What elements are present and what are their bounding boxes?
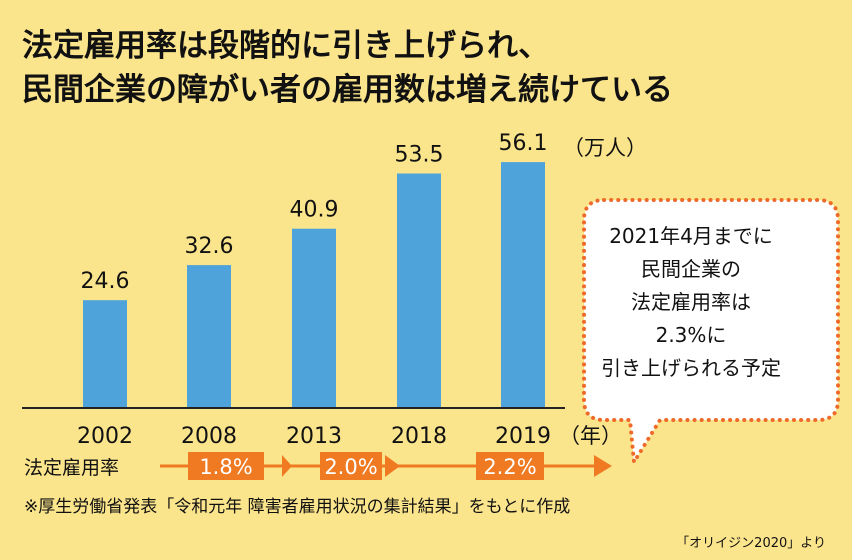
x-tick-2013: 2013 xyxy=(286,424,342,449)
rate-box-2 xyxy=(320,452,382,480)
value-label-2018: 53.5 xyxy=(395,142,444,167)
title-line-2: 民間企業の障がい者の雇用数は増え続けている xyxy=(22,72,673,108)
x-unit-label: （年） xyxy=(559,424,622,448)
value-label-2013: 40.9 xyxy=(290,198,339,223)
x-tick-2002: 2002 xyxy=(77,424,133,449)
callout-line-4: 2.3%に xyxy=(655,323,727,347)
rate-value-2: 2.0% xyxy=(324,455,377,479)
callout-line-1: 2021年4月までに xyxy=(609,224,773,248)
rate-value-3: 2.2% xyxy=(483,455,536,479)
callout-line-3: 法定雇用率は xyxy=(631,290,751,314)
rate-arrow-head xyxy=(594,455,612,477)
x-tick-2018: 2018 xyxy=(391,424,447,449)
callout-bubble xyxy=(582,198,840,469)
rate-arrow-head xyxy=(385,455,400,477)
y-unit-label: （万人） xyxy=(563,136,647,160)
bar-2002 xyxy=(83,300,127,408)
bar-2019 xyxy=(501,162,545,408)
value-label-2019: 56.1 xyxy=(499,131,548,156)
bar-2018 xyxy=(397,173,441,408)
rate-arrow-head xyxy=(282,455,292,477)
bar-2013 xyxy=(292,228,336,408)
rate-box-3 xyxy=(476,452,544,480)
title-line-1: 法定雇用率は段階的に引き上げられ、 xyxy=(22,28,550,64)
value-label-2002: 24.6 xyxy=(81,269,130,294)
rate-value-1: 1.8% xyxy=(199,455,252,479)
x-tick-2019: 2019 xyxy=(495,424,551,449)
x-tick-2008: 2008 xyxy=(181,424,237,449)
rate-row-label: 法定雇用率 xyxy=(24,457,120,479)
rate-box-1 xyxy=(188,452,264,480)
callout-line-5: 引き上げられる予定 xyxy=(601,356,781,380)
value-label-2008: 32.6 xyxy=(185,234,234,259)
bar-2008 xyxy=(187,265,231,408)
credit-note: 「オリイジン2020」より xyxy=(676,536,826,551)
source-note: ※厚生労働省発表「令和元年 障害者雇用状況の集計結果」をもとに作成 xyxy=(24,497,571,517)
callout-text: 2021年4月までに 民間企業の法定雇用率は 2.3%に引き上げられる予定 xyxy=(566,220,816,385)
callout-line-2: 民間企業の xyxy=(641,257,741,281)
